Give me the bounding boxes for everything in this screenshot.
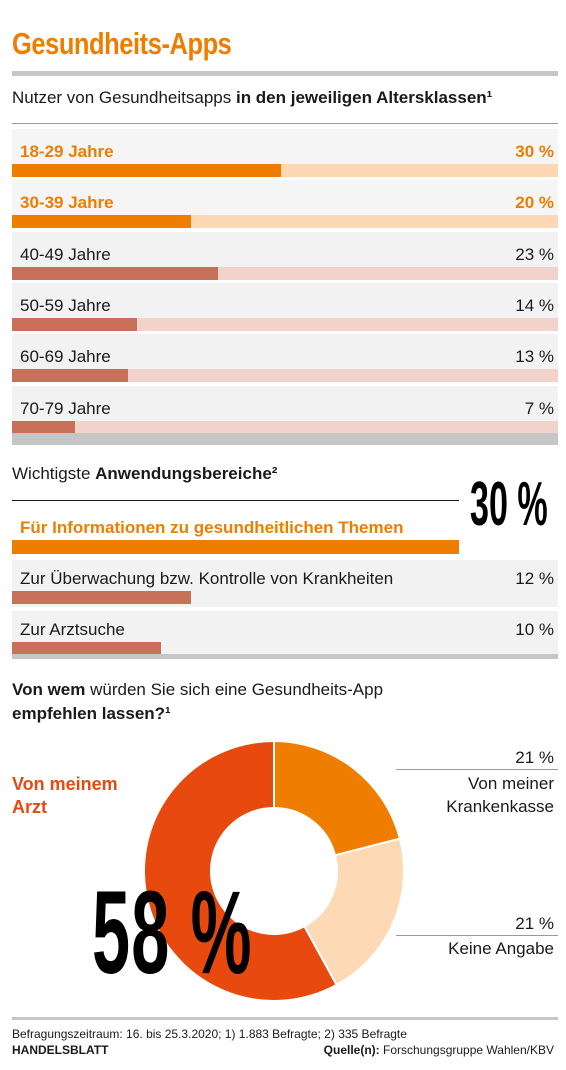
age-row-value: 14 % [515, 295, 554, 315]
age-row-bg [12, 334, 558, 370]
section2-divider [12, 500, 459, 501]
donut-right1-label: Von meiner Krankenkasse [446, 772, 554, 818]
donut-chart [143, 739, 405, 1002]
age-row-bar [12, 317, 138, 331]
section1-subtitle-bold: in den jeweiligen Altersklassen¹ [235, 88, 493, 107]
age-row-bg [12, 282, 558, 318]
section3-question-line1: Von wem würden Sie sich eine Gesundheits… [12, 680, 383, 700]
age-row-label: 60-69 Jahre [20, 347, 111, 367]
usage-row-label: Zur Überwachung bzw. Kontrolle von Krank… [20, 569, 394, 588]
section1-divider [12, 123, 558, 124]
age-row-value: 7 % [524, 398, 554, 418]
footer-source-text: Forschungsgruppe Wahlen/KBV [379, 1043, 554, 1057]
section2-subtitle-bold: Anwendungsbereiche² [95, 464, 278, 483]
donut-left-label: Von meinem Arzt [12, 773, 118, 819]
donut-left-label-line1: Von meinem [12, 774, 118, 794]
age-row-label: 40-49 Jahre [20, 244, 111, 264]
section3-question-line2: empfehlen lassen?¹ [12, 704, 171, 723]
donut-right1-rule [396, 769, 558, 770]
section3-question-plain: würden Sie sich eine Gesundheits-App [85, 680, 384, 699]
age-row-label: 70-79 Jahre [20, 398, 111, 418]
donut-right1-label-line2: Krankenkasse [446, 797, 554, 816]
age-row-bar [12, 420, 75, 434]
section2-end-rule [12, 654, 558, 659]
section2-subtitle: Wichtigste Anwendungsbereiche² [12, 464, 277, 484]
page-title: Gesundheits-Apps [12, 26, 232, 61]
usage-row-label: Für Informationen zu gesundheitlichen Th… [20, 518, 404, 537]
title-divider [12, 71, 558, 76]
age-row-label: 50-59 Jahre [20, 295, 111, 315]
footer-rule [12, 1017, 558, 1020]
age-row-label: 18-29 Jahre [20, 142, 114, 161]
age-row-value: 13 % [515, 347, 554, 367]
section2-subtitle-plain: Wichtigste [12, 464, 96, 483]
age-row-track [12, 215, 558, 229]
age-row-value: 23 % [515, 244, 554, 264]
usage-row-bar [12, 642, 161, 655]
age-row-bar [12, 215, 192, 229]
age-row-value: 30 % [515, 142, 554, 161]
donut-big-value: 58 % [92, 867, 253, 999]
usage-row-big-value: 30 % [470, 470, 548, 539]
section1-end-rule [12, 433, 558, 445]
age-row-track [12, 369, 558, 383]
age-row-bar [12, 266, 218, 280]
age-row-bg [12, 231, 558, 267]
age-row-track [12, 317, 558, 331]
donut-right1-value: 21 % [515, 748, 554, 767]
donut-right2-label: Keine Angabe [448, 939, 554, 958]
age-row-bg [12, 385, 558, 421]
age-row-track [12, 266, 558, 280]
usage-row-value: 10 % [515, 620, 554, 639]
age-row-bar [12, 369, 129, 383]
donut-right2-rule [396, 935, 558, 936]
footer-source-label: Quelle(n): [323, 1043, 380, 1057]
usage-row-value: 12 % [515, 569, 554, 588]
footer-note: Befragungszeitraum: 16. bis 25.3.2020; 1… [12, 1027, 407, 1041]
donut-big-value-wrap: 58 % [0, 868, 300, 1018]
usage-row-label: Zur Arztsuche [20, 620, 125, 639]
section3-question-bold: Von wem [12, 680, 86, 699]
age-row-bar [12, 164, 281, 177]
section1-subtitle: Nutzer von Gesundheitsapps in den jeweil… [12, 88, 492, 108]
donut-slice-keine-angabe [302, 837, 405, 987]
donut-left-label-line2: Arzt [12, 797, 47, 817]
age-row-value: 20 % [515, 193, 554, 213]
age-row-track [12, 164, 558, 177]
usage-row-bar [12, 591, 191, 604]
age-row-bg [12, 180, 558, 216]
donut-slice-krankenkasse [273, 739, 402, 857]
donut-right2-value: 21 % [515, 914, 554, 933]
age-row-label: 30-39 Jahre [20, 193, 114, 213]
footer-source: Quelle(n): Forschungsgruppe Wahlen/KBV [324, 1043, 554, 1057]
usage-row-bar [12, 540, 459, 554]
section1-subtitle-plain: Nutzer von Gesundheitsapps [12, 88, 236, 107]
donut-right1-label-line1: Von meiner [468, 774, 554, 793]
donut-slice-arzt [143, 739, 338, 1002]
age-row-bg [12, 129, 558, 164]
age-row-track [12, 420, 558, 434]
footer-brand: HANDELSBLATT [12, 1043, 109, 1057]
